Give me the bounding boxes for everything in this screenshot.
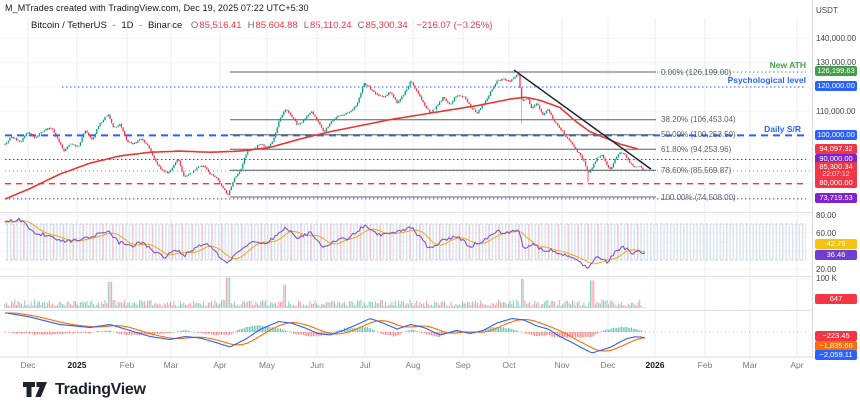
axis-badge-126,199.63: 126,199.63 <box>815 66 857 77</box>
axis-badge-macd-hist: −223.45 <box>815 331 857 341</box>
ohlc-value: 85,300.34 <box>365 20 408 31</box>
ohlc-key: L <box>303 20 310 31</box>
countdown: 22:07:12 <box>822 170 850 178</box>
time-tick-2025[interactable]: 2025 <box>67 360 87 370</box>
tradingview-logo-icon <box>23 382 47 397</box>
price-axis[interactable]: USDT 140,000.00 130,000.00 110,000.00 126,19… <box>812 0 860 360</box>
time-tick-Feb[interactable]: Feb <box>119 360 135 370</box>
axis-label: 60.00 <box>816 228 837 238</box>
axis-badge-80,000.00: 80,000.00 <box>815 178 857 189</box>
tradingview-logo-text: TradingView <box>55 380 146 398</box>
axis-badge-macd: −2,059.11 <box>815 350 857 360</box>
axis-badge-rsi: 36.46 <box>815 250 857 261</box>
change-value: −216.07 (−0.25%) <box>413 20 493 31</box>
fib-label-100.00%: 100.00% (74,508.00) <box>661 192 736 202</box>
axis-badge-100,000.00: 100,000.00 <box>815 129 857 140</box>
axis-label: 110,000.00 <box>816 106 856 116</box>
chart-credit-text: M_MTrades created with TradingView.com, … <box>5 3 309 13</box>
time-tick-Dec[interactable]: Dec <box>600 360 616 370</box>
time-tick-Oct[interactable]: Oct <box>502 360 516 370</box>
time-tick-Dec[interactable]: Dec <box>20 360 36 370</box>
time-tick-Jun[interactable]: Jun <box>310 360 324 370</box>
axis-label: 130,000.00 <box>816 58 857 68</box>
axis-badge-73,719.53: 73,719.53 <box>815 193 857 204</box>
separator: - <box>139 20 143 31</box>
exchange-label: Binance <box>147 20 183 31</box>
moving-average-line <box>4 96 639 200</box>
descending-trendline <box>513 69 652 170</box>
separator: - <box>112 20 116 31</box>
ohlc-value: 85,110.24 <box>310 20 352 31</box>
axis-label: 80.00 <box>816 210 837 220</box>
axis-badge-90,000.00: 90,000.00 <box>815 154 857 165</box>
axis-badge-last-price: 85,300.34 22:07:12 <box>815 161 857 180</box>
macd-signal-line <box>5 312 646 352</box>
time-tick-Apr[interactable]: Apr <box>213 360 227 370</box>
symbol-name[interactable]: Bitcoin / TetherUS <box>31 20 107 31</box>
volume-bars <box>4 277 644 308</box>
time-tick-2026[interactable]: 2026 <box>645 360 665 370</box>
axis-badge-rsi-ma: 42.79 <box>815 239 857 250</box>
psychological-level-label: Psychological level <box>727 75 806 85</box>
daily-sr-label: Daily S/R <box>764 124 801 134</box>
time-tick-Apr[interactable]: Apr <box>790 360 804 370</box>
ohlc-value: 85,604.88 <box>255 20 298 31</box>
axis-badge-volume: 647 <box>815 294 857 304</box>
macd-line <box>5 312 646 354</box>
axis-label: 140,000.00 <box>816 34 857 44</box>
axis-badge-ma: 94,097.32 <box>815 144 857 155</box>
new-ath-label: New ATH <box>769 60 806 70</box>
fib-label-61.80%: 61.80% (94,253.96) <box>661 144 732 154</box>
fib-label-0.00%: 0.00% (126,199.00) <box>661 67 732 77</box>
fib-label-38.20%: 38.20% (106,453.04) <box>661 115 736 125</box>
time-tick-Feb[interactable]: Feb <box>697 360 713 370</box>
fib-label-78.60%: 78.60% (85,569.87) <box>661 165 732 175</box>
axis-currency: USDT <box>816 5 838 15</box>
time-tick-Aug[interactable]: Aug <box>405 360 421 370</box>
axis-label: 20.00 <box>816 264 837 274</box>
time-tick-Mar[interactable]: Mar <box>163 360 179 370</box>
ohlc-key: O <box>190 20 199 31</box>
time-tick-Sep[interactable]: Sep <box>455 360 471 370</box>
time-tick-Mar[interactable]: Mar <box>742 360 758 370</box>
axis-volume-grid: 100 K <box>816 273 837 283</box>
time-tick-Jul[interactable]: Jul <box>359 360 371 370</box>
tradingview-logo[interactable]: TradingView <box>22 380 146 399</box>
ohlc-key: C <box>357 20 365 31</box>
time-tick-Nov[interactable]: Nov <box>554 360 570 370</box>
ohlc-key: H <box>247 20 255 31</box>
time-tick-May[interactable]: May <box>258 360 276 370</box>
rsi-line <box>4 217 646 269</box>
axis-badge-120,000.00: 120,000.00 <box>815 81 857 92</box>
rsi-ma-line <box>4 220 646 265</box>
axis-badge-macd-signal: −1,835.66 <box>815 340 857 351</box>
fib-label-50.00%: 50.00% (100,253.50) <box>661 130 736 140</box>
